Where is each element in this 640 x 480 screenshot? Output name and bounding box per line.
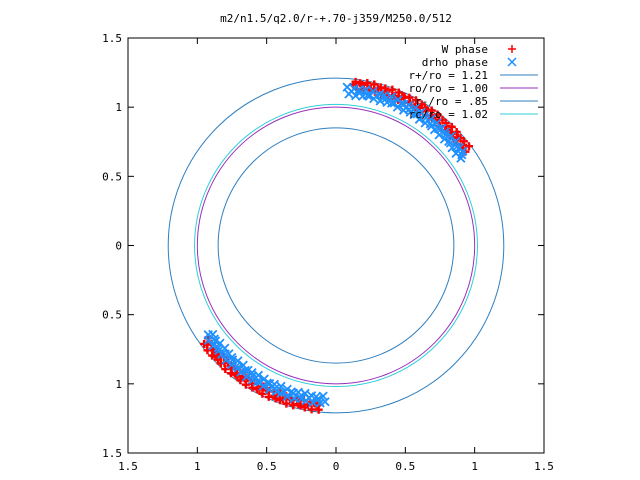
x-tick-label: 0 — [333, 460, 340, 473]
w-phase-point — [363, 78, 372, 87]
drho-phase-point — [456, 153, 466, 163]
y-tick-label: 1 — [115, 101, 122, 114]
drho-phase-point — [414, 114, 425, 124]
circle-series — [196, 106, 476, 385]
w-phase-point — [241, 380, 250, 389]
w-phase-point — [307, 405, 316, 414]
y-tick-label: 0.5 — [102, 309, 122, 322]
drho-phase-point — [203, 330, 213, 340]
x-tick-label: 0.5 — [395, 460, 415, 473]
y-tick-label: 1.5 — [102, 32, 122, 45]
w-phase-point — [208, 351, 217, 360]
legend-label: drho phase — [422, 56, 488, 69]
circle-series — [167, 77, 505, 414]
circle-series — [217, 127, 455, 364]
w-phase-point — [300, 403, 309, 412]
chart-title: m2/n1.5/q2.0/r-+.70-j359/M250.0/512 — [220, 12, 452, 25]
legend-marker — [508, 45, 516, 53]
drho-phase-point — [236, 367, 246, 377]
y-tick-label: 0.5 — [102, 170, 122, 183]
w-phase-point — [314, 405, 323, 414]
drho-phase-point — [440, 127, 450, 137]
legend-label: rc/ro = 1.02 — [409, 108, 488, 121]
legend-label: r-/ro = .85 — [415, 95, 488, 108]
w-phase-point — [276, 396, 285, 405]
w-phase-point — [351, 77, 360, 86]
x-tick-label: 1.5 — [118, 460, 138, 473]
w-phase-point — [411, 96, 420, 105]
legend-label: r+/ro = 1.21 — [409, 69, 488, 82]
x-tick-label: 0.5 — [257, 460, 277, 473]
y-tick-label: 0 — [115, 240, 122, 253]
drho-phase-point — [375, 96, 385, 106]
w-phase-point — [464, 142, 473, 151]
y-tick-label: 1 — [115, 378, 122, 391]
drho-phase-point — [372, 90, 382, 100]
x-tick-label: 1.5 — [534, 460, 554, 473]
circle-series — [194, 103, 478, 388]
w-phase-point — [258, 389, 267, 398]
x-tick-label: 1 — [471, 460, 478, 473]
drho-phase-point — [362, 90, 373, 100]
drho-phase-point — [215, 338, 225, 348]
drho-phase-point — [259, 374, 269, 384]
x-tick-label: 1 — [194, 460, 201, 473]
legend-label: W phase — [442, 43, 488, 56]
w-phase-point — [447, 122, 456, 131]
legend-label: ro/ro = 1.00 — [409, 82, 488, 95]
y-tick-label: 1.5 — [102, 447, 122, 460]
drho-phase-point — [386, 98, 397, 108]
drho-phase-point — [396, 98, 407, 109]
w-phase-point — [282, 399, 291, 408]
drho-phase-point — [255, 377, 265, 387]
w-phase-point — [370, 80, 379, 89]
legend-marker — [507, 57, 517, 67]
